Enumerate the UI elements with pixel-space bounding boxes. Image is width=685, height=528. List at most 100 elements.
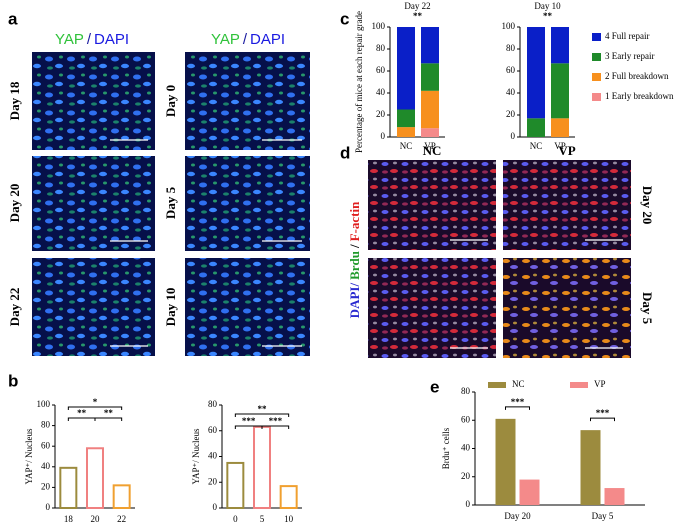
y-axis-label: Percentage of mice at each repair grade xyxy=(354,11,364,153)
y-tick-label: 20 xyxy=(41,481,51,491)
significance-bracket xyxy=(234,413,290,417)
significance-label: *** xyxy=(242,416,256,426)
stain-part: F-actin xyxy=(347,201,362,241)
significance-label: *** xyxy=(269,416,283,426)
micrographs xyxy=(32,52,631,358)
bar xyxy=(279,485,298,509)
bar-segment xyxy=(527,118,545,137)
significance-label: ** xyxy=(413,11,423,21)
y-tick-label: 0 xyxy=(511,131,516,141)
y-tick-label: 20 xyxy=(506,109,516,119)
micrograph xyxy=(185,258,310,356)
panel-label: b xyxy=(8,371,18,390)
bar-segment xyxy=(397,127,415,137)
bar-segment xyxy=(397,109,415,128)
micrograph xyxy=(368,258,496,358)
legend-swatch xyxy=(592,53,601,61)
micrograph xyxy=(32,156,155,251)
y-tick-label: 0 xyxy=(466,499,471,509)
row-label: Day 5 xyxy=(640,292,655,325)
y-tick-label: 100 xyxy=(372,21,386,31)
legend-swatch xyxy=(592,73,601,81)
bar-segment xyxy=(397,27,415,110)
legend-label: VP xyxy=(594,379,606,389)
y-tick-label: 40 xyxy=(41,461,51,471)
y-tick-label: 60 xyxy=(41,440,51,450)
row-label: Day 10 xyxy=(163,288,178,327)
x-tick-label: VP xyxy=(554,141,566,151)
bar xyxy=(519,479,540,505)
micrograph xyxy=(503,160,631,250)
bar xyxy=(86,447,104,510)
x-tick-label: 0 xyxy=(233,514,238,524)
panel-label: d xyxy=(340,143,350,162)
significance-bracket xyxy=(261,425,290,429)
y-tick-label: 60 xyxy=(461,414,471,424)
group-title: Day 10 xyxy=(534,1,561,11)
significance-bracket xyxy=(67,417,96,421)
y-axis-label: YAP⁺/ Nucleus xyxy=(191,428,201,484)
column-label: NC xyxy=(423,143,442,158)
y-tick-label: 0 xyxy=(381,131,386,141)
x-tick-label: 20 xyxy=(91,514,101,524)
significance-label: ** xyxy=(77,408,87,418)
significance-bracket xyxy=(94,417,123,421)
y-tick-label: 40 xyxy=(506,87,516,97)
bar-segment xyxy=(421,128,439,137)
row-label: Day 20 xyxy=(640,186,655,225)
y-tick-label: 80 xyxy=(41,420,51,430)
x-tick-label: VP xyxy=(424,141,436,151)
panel-label: c xyxy=(340,9,349,28)
bar xyxy=(59,466,78,509)
legend-label: 4 Full repair xyxy=(605,31,650,41)
x-tick-label: Day 20 xyxy=(504,511,531,521)
bar xyxy=(495,418,516,505)
significance-bracket xyxy=(67,406,123,410)
y-tick-label: 40 xyxy=(376,87,386,97)
x-tick-label: NC xyxy=(400,141,413,151)
y-tick-label: 100 xyxy=(502,21,516,31)
stain-part: DAPI/ xyxy=(347,283,362,319)
y-tick-label: 0 xyxy=(46,502,51,512)
stain-part: YAP xyxy=(211,31,240,48)
bar-segment xyxy=(421,63,439,91)
legend-label: 2 Full breakdown xyxy=(605,71,669,81)
row-label: Day 20 xyxy=(7,184,22,223)
stain-part: DAPI xyxy=(94,31,129,48)
row-label: Day 5 xyxy=(163,186,178,219)
y-tick-label: 100 xyxy=(37,399,51,409)
bar-segment xyxy=(551,63,569,119)
y-tick-label: 40 xyxy=(461,443,471,453)
scale-bars xyxy=(110,139,623,349)
stain-part: YAP xyxy=(55,31,84,48)
bar-segment xyxy=(527,27,545,119)
x-tick-label: NC xyxy=(530,141,543,151)
y-tick-label: 0 xyxy=(213,502,218,512)
bar-segment xyxy=(421,27,439,64)
legend-swatch xyxy=(592,33,601,41)
y-tick-label: 80 xyxy=(506,43,516,53)
stain-part: / xyxy=(243,31,248,48)
x-tick-label: 22 xyxy=(117,514,126,524)
significance-bracket xyxy=(590,417,615,422)
stain-label: DAPI/Brdu / F-actin xyxy=(347,201,362,318)
bar xyxy=(226,461,245,509)
group-title: Day 22 xyxy=(404,1,430,11)
y-axis-label: YAP⁺/ Nucleus xyxy=(24,428,34,484)
legend-swatch xyxy=(488,382,506,388)
bar xyxy=(253,425,271,510)
bar xyxy=(112,484,131,509)
x-tick-label: 10 xyxy=(284,514,294,524)
panel-label: e xyxy=(430,377,439,396)
bar-segment xyxy=(551,118,569,137)
y-tick-label: 20 xyxy=(208,476,218,486)
y-tick-label: 60 xyxy=(506,65,516,75)
y-tick-label: 60 xyxy=(208,425,218,435)
significance-label: ** xyxy=(104,408,114,418)
legend-swatch xyxy=(592,93,601,101)
significance-label: *** xyxy=(511,397,525,407)
micrograph xyxy=(32,258,155,356)
column-label: VP xyxy=(558,143,575,158)
significance-label: ** xyxy=(543,11,553,21)
